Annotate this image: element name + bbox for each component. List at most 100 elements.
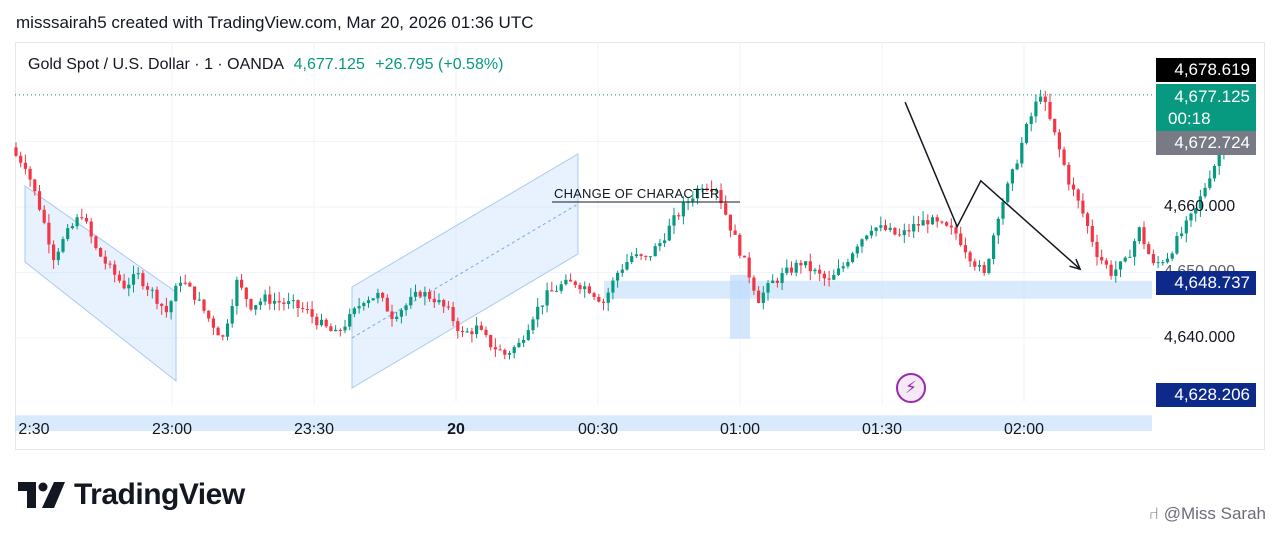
candle-body	[1217, 154, 1221, 166]
candle-body	[211, 318, 215, 328]
candle-body	[117, 274, 121, 281]
chart-frame	[15, 42, 1265, 450]
candle-body	[522, 339, 526, 343]
candle-body	[287, 301, 291, 304]
x-tick-label: 01:30	[861, 421, 903, 438]
candle-body	[14, 147, 18, 156]
annotations-layer	[15, 94, 1152, 271]
candle-body	[1062, 149, 1066, 165]
candle-body	[804, 261, 808, 266]
candle-body	[648, 256, 653, 258]
candle-body	[1208, 178, 1212, 188]
channels-layer	[24, 153, 579, 389]
candle-body	[451, 306, 455, 322]
candle-body	[47, 222, 51, 245]
candle-body	[968, 252, 972, 262]
candle-body	[498, 349, 502, 351]
candle-body	[160, 303, 164, 306]
candle-body	[540, 305, 544, 307]
candle-body	[23, 162, 27, 169]
candle-body	[343, 326, 347, 331]
x-tick-label: 00:30	[577, 421, 619, 438]
candle-body	[1081, 200, 1085, 214]
candle-body	[587, 286, 591, 294]
candle-body	[216, 327, 220, 336]
candle-body	[348, 314, 352, 327]
symbol-legend[interactable]: Gold Spot / U.S. Dollar · 1 · OANDA 4,67…	[28, 56, 503, 74]
descending-channel	[24, 185, 177, 383]
candle-body	[1067, 164, 1071, 185]
candle-body	[493, 347, 497, 350]
candle-body	[1156, 262, 1160, 264]
projection-arrow-head	[1069, 258, 1082, 271]
candle-body	[1020, 142, 1024, 164]
candle-body	[1090, 225, 1094, 242]
candle-body	[601, 301, 606, 303]
candle-body	[752, 277, 756, 291]
candle-body	[1123, 257, 1127, 262]
candle-body	[1043, 96, 1047, 103]
candle-body	[94, 236, 98, 248]
candle-body	[146, 286, 150, 290]
candle-body	[625, 261, 629, 270]
candle-body	[475, 325, 479, 335]
x-tick-label: 23:30	[293, 421, 335, 438]
candle-body	[1170, 253, 1174, 259]
candle-body	[61, 239, 65, 252]
candle-body	[418, 291, 422, 297]
candle-body	[545, 290, 549, 306]
candle-body	[691, 198, 695, 202]
candle-body	[244, 287, 248, 300]
tradingview-logo-text: TradingView	[74, 478, 245, 511]
candle-body	[1128, 256, 1132, 258]
candle-body	[822, 273, 826, 279]
watermark: ⑁ @Miss Sarah	[1148, 504, 1266, 523]
candle-body	[1034, 101, 1038, 117]
lightning-bolt-icon[interactable]: ⚡	[896, 373, 926, 403]
candle-body	[1104, 260, 1108, 265]
candle-body	[291, 300, 295, 302]
candle-body	[869, 230, 873, 236]
low-price-tag: 4,672.724	[1156, 131, 1256, 155]
candle-body	[1142, 227, 1146, 245]
tradingview-logo[interactable]: TradingView	[18, 478, 245, 512]
candle-body	[1147, 244, 1151, 255]
candle-body	[460, 331, 465, 333]
candle-body	[56, 251, 60, 261]
candle-body	[33, 179, 37, 192]
candle-body	[559, 284, 563, 291]
candle-body	[404, 305, 408, 311]
candle-body	[785, 267, 789, 274]
candle-body	[1010, 169, 1014, 184]
candle-body	[616, 272, 620, 281]
candle-body	[1039, 96, 1043, 102]
candle-body	[996, 218, 1000, 236]
candle-body	[949, 225, 953, 228]
candle-body	[945, 222, 949, 226]
projection-path	[904, 101, 1081, 270]
candle-body	[249, 299, 253, 310]
candle-body	[1071, 184, 1076, 190]
ascending-channel	[351, 153, 579, 389]
last-price-tag: 4,677.125 00:18	[1156, 84, 1256, 132]
candle-body	[987, 258, 991, 274]
candle-body	[442, 300, 446, 307]
candle-body	[1086, 213, 1090, 226]
candle-body	[592, 293, 596, 297]
candle-body	[225, 323, 230, 337]
candle-body	[888, 227, 892, 230]
candle-body	[324, 319, 328, 327]
candle-body	[315, 316, 319, 326]
candle-body	[338, 329, 342, 331]
candle-body	[230, 306, 234, 324]
candle-body	[512, 347, 516, 354]
y-tick-label: 4,660.000	[1164, 198, 1236, 215]
candle-body	[771, 280, 775, 284]
candle-body	[536, 306, 540, 320]
change-of-character-label: CHANGE OF CHARACTER	[554, 186, 720, 201]
candle-body	[695, 188, 700, 199]
candle-body	[583, 286, 587, 290]
candle-body	[1198, 196, 1202, 209]
candle-body	[75, 217, 79, 227]
